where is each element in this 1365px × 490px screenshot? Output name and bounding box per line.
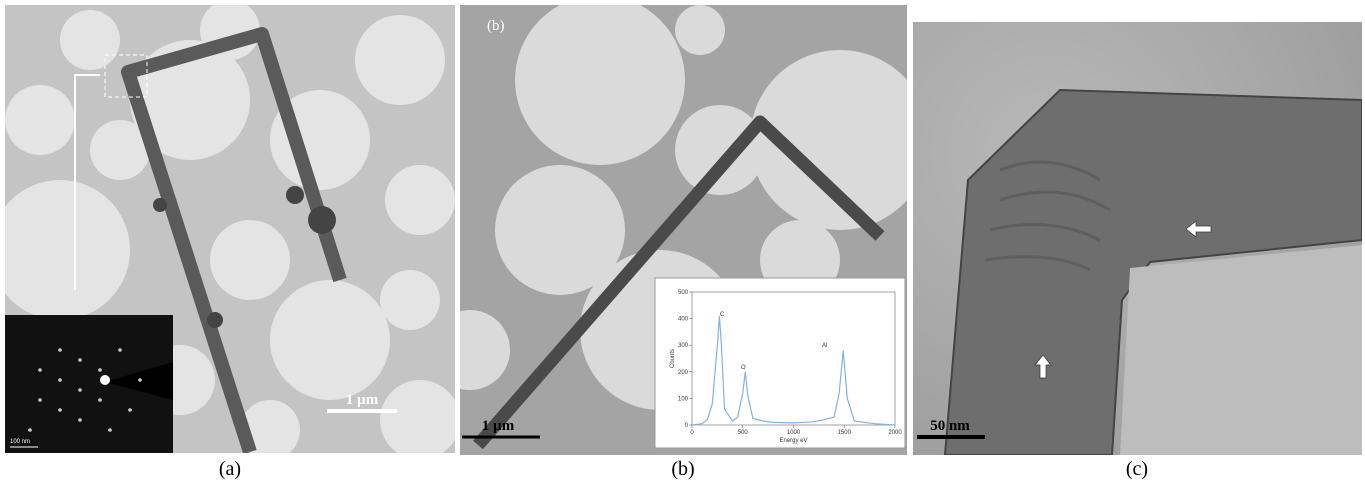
y-tick-label: 200 [678, 370, 689, 376]
caption: (c) [1126, 458, 1148, 480]
scale-label: 1 µm [346, 392, 379, 408]
x-tick-label: 1000 [787, 430, 801, 436]
y-tick-label: 300 [678, 343, 689, 349]
panel-label: (b) [487, 18, 505, 34]
scale-label: 1 µm [482, 418, 515, 434]
peak-label: C [720, 312, 725, 318]
x-tick-label: 0 [690, 430, 694, 436]
x-tick-label: 1500 [838, 430, 852, 436]
inset-scale-label: 100 nm [10, 439, 30, 445]
eds-chart: C O Al 0 500 1000 1500 2000 0 100 200 300 400 500 E… [670, 290, 902, 444]
spectrum-line [691, 315, 896, 426]
y-tick-label: 100 [678, 396, 689, 402]
x-axis-label: Energy eV [779, 438, 807, 444]
y-axis-label: Counts [670, 349, 676, 368]
y-tick-label: 500 [678, 290, 689, 296]
scale-label: 50 nm [930, 418, 970, 434]
panel-b-image: (b) 1 µm C O Al 0 500 1000 1500 2000 0 100 200 3… [460, 5, 907, 455]
panel-c-image: 50 nm [913, 22, 1362, 455]
x-tick-label: 2000 [888, 430, 902, 436]
y-tick-label: 400 [678, 317, 689, 323]
caption: (a) [219, 458, 241, 480]
peak-label: O [741, 365, 746, 371]
x-tick-label: 500 [738, 430, 749, 436]
panel-a-image: 100 nm 1 µm [5, 5, 455, 453]
caption: (b) [671, 458, 694, 480]
peak-label: Al [822, 343, 827, 349]
y-tick-label: 0 [685, 423, 689, 429]
